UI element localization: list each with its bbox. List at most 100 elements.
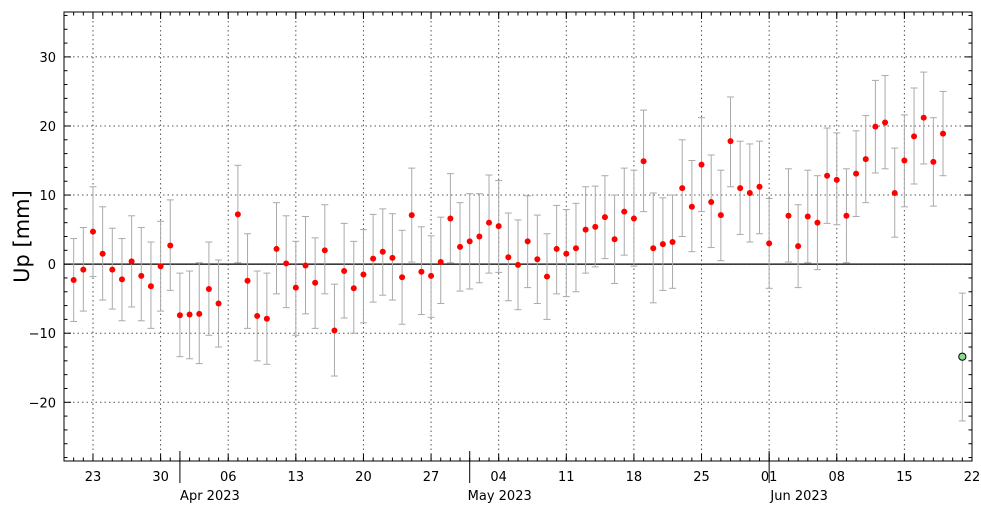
data-point xyxy=(833,176,840,183)
data-point xyxy=(370,255,377,262)
data-point xyxy=(234,211,241,218)
month-label: Apr 2023 xyxy=(180,489,240,504)
data-point xyxy=(727,138,734,145)
data-point xyxy=(418,268,425,275)
y-tick-label: −10 xyxy=(29,327,56,342)
latest-data-point xyxy=(958,352,967,361)
data-point xyxy=(804,213,811,220)
data-point xyxy=(138,272,145,279)
data-point xyxy=(302,262,309,269)
data-point xyxy=(215,300,222,307)
data-point xyxy=(534,256,541,263)
data-point xyxy=(408,212,415,219)
x-tick-label: 11 xyxy=(558,470,575,485)
data-point xyxy=(920,114,927,121)
data-point xyxy=(457,243,464,250)
month-label: May 2023 xyxy=(468,489,532,504)
y-tick-label: 30 xyxy=(39,51,56,66)
data-point xyxy=(118,276,125,283)
data-point xyxy=(254,312,261,319)
data-point xyxy=(486,219,493,226)
data-point xyxy=(379,248,386,255)
data-point xyxy=(331,327,338,334)
data-point xyxy=(70,277,77,284)
data-point xyxy=(630,215,637,222)
axis-ticks xyxy=(63,12,973,483)
x-tick-label: 23 xyxy=(85,470,102,485)
data-point xyxy=(89,228,96,235)
data-point xyxy=(659,241,666,248)
data-point xyxy=(756,183,763,190)
data-point xyxy=(911,133,918,140)
data-point xyxy=(766,240,773,247)
y-tick-label: 10 xyxy=(39,189,56,204)
data-point xyxy=(901,157,908,164)
data-point xyxy=(273,245,280,252)
data-point xyxy=(640,158,647,165)
data-point xyxy=(746,189,753,196)
data-point xyxy=(669,239,676,246)
data-point xyxy=(930,158,937,165)
data-point xyxy=(688,203,695,210)
data-point xyxy=(167,242,174,249)
x-tick-label: 08 xyxy=(828,470,845,485)
data-point xyxy=(283,260,290,267)
data-point xyxy=(679,185,686,192)
data-point xyxy=(592,223,599,230)
x-tick-label: 30 xyxy=(152,470,169,485)
x-tick-label: 22 xyxy=(964,470,981,485)
data-point xyxy=(292,284,299,291)
data-point xyxy=(862,156,869,163)
data-point xyxy=(708,198,715,205)
data-point xyxy=(495,223,502,230)
data-point xyxy=(795,243,802,250)
data-point xyxy=(312,279,319,286)
y-tick-label: −20 xyxy=(29,396,56,411)
data-point xyxy=(447,215,454,222)
data-point xyxy=(437,259,444,266)
data-point xyxy=(563,250,570,257)
y-axis-label: Up [mm] xyxy=(10,190,34,283)
data-point xyxy=(515,261,521,268)
month-label: Jun 2023 xyxy=(769,489,828,504)
data-point xyxy=(157,263,164,270)
data-point xyxy=(466,238,473,245)
x-tick-label: 01 xyxy=(761,470,778,485)
y-tick-label: 20 xyxy=(39,120,56,135)
data-point xyxy=(785,212,792,219)
data-point xyxy=(601,214,608,221)
data-point xyxy=(843,212,850,219)
x-tick-labels: 23 30 06 13 20 27 04 11 18 25 01 08 15 22 xyxy=(85,470,981,485)
x-tick-label: 04 xyxy=(490,470,507,485)
data-point xyxy=(553,245,560,252)
data-point xyxy=(572,245,579,252)
data-point xyxy=(524,238,531,245)
data-point xyxy=(80,266,87,273)
x-tick-label: 06 xyxy=(220,470,237,485)
data-point xyxy=(244,277,251,284)
data-points xyxy=(70,114,967,361)
data-point xyxy=(650,245,657,252)
data-point xyxy=(341,268,348,275)
data-point xyxy=(389,254,396,261)
data-point xyxy=(872,123,879,130)
data-point xyxy=(882,119,889,126)
data-point xyxy=(176,312,183,319)
data-point xyxy=(428,272,435,279)
x-tick-label: 13 xyxy=(288,470,305,485)
x-tick-label: 25 xyxy=(693,470,710,485)
data-point xyxy=(940,130,947,137)
data-point xyxy=(99,250,106,257)
data-point xyxy=(476,233,483,240)
data-point xyxy=(824,172,831,179)
x-tick-label: 18 xyxy=(626,470,643,485)
data-point xyxy=(109,266,116,273)
data-point xyxy=(853,170,860,177)
data-point xyxy=(737,185,744,192)
data-point xyxy=(505,254,512,261)
data-point xyxy=(582,226,589,233)
data-point xyxy=(196,310,203,317)
y-tick-labels: −20 −10 0 10 20 30 xyxy=(29,51,56,411)
month-labels: Apr 2023 May 2023 Jun 2023 xyxy=(180,489,828,504)
